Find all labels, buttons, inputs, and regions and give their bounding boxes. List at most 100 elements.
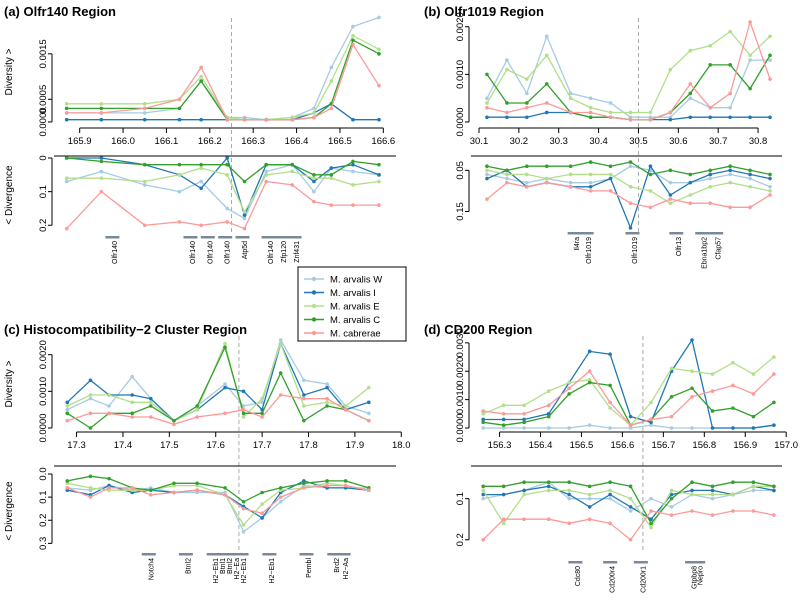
diversity-point bbox=[142, 111, 147, 115]
y-tick-label: 0.1 bbox=[38, 185, 49, 198]
diversity-point bbox=[648, 110, 653, 115]
divergence-axis-label: < Divergence bbox=[4, 165, 15, 225]
divergence-point bbox=[628, 226, 633, 230]
x-tick-label: 17.8 bbox=[299, 440, 318, 451]
diversity-point bbox=[142, 106, 147, 111]
diversity-point bbox=[88, 393, 93, 397]
divergence-point bbox=[485, 164, 489, 169]
diversity-point bbox=[312, 111, 316, 115]
diversity-point bbox=[748, 115, 752, 120]
diversity-point bbox=[731, 383, 735, 388]
diversity-point bbox=[588, 115, 593, 120]
gene-bar bbox=[262, 553, 277, 556]
divergence-point bbox=[608, 488, 612, 493]
diversity-point bbox=[65, 407, 70, 412]
y-tick-label: 0.0010 bbox=[38, 377, 49, 406]
diversity-point bbox=[768, 53, 772, 58]
divergence-point bbox=[65, 479, 70, 483]
divergence-point bbox=[223, 493, 227, 497]
diversity-point bbox=[481, 412, 485, 416]
y-tick-label: 0.2 bbox=[455, 533, 466, 546]
gene-label: Gtpbp8 bbox=[692, 566, 699, 589]
x-tick-label: 156.5 bbox=[570, 440, 594, 451]
legend-label: M. arvalis W bbox=[330, 275, 382, 286]
diversity-point bbox=[351, 38, 355, 42]
divergence-point bbox=[708, 201, 713, 206]
legend-entry: M. cabrerae bbox=[304, 329, 381, 340]
diversity-point bbox=[649, 423, 653, 427]
divergence-point bbox=[260, 502, 264, 506]
x-tick-label: 157.0 bbox=[774, 440, 798, 451]
divergence-series-m--arvalis-i bbox=[481, 484, 776, 522]
diversity-point bbox=[343, 404, 348, 408]
x-axis: 156.3 156.4 156.5 156.6 156.7 156.8 156.9 157.0 bbox=[488, 431, 798, 451]
diversity-point bbox=[64, 106, 69, 111]
diversity-point bbox=[302, 418, 306, 423]
legend-entry: M. arvalis I bbox=[304, 288, 376, 299]
diversity-point bbox=[588, 110, 593, 115]
x-tick-label: 30.3 bbox=[549, 136, 568, 147]
divergence-point bbox=[688, 172, 693, 177]
divergence-point bbox=[329, 166, 334, 170]
diversity-series-m--arvalis-w bbox=[65, 338, 371, 423]
diversity-point bbox=[525, 77, 529, 81]
x-tick-label: 18.0 bbox=[392, 440, 411, 451]
diversity-point bbox=[148, 400, 153, 405]
gene-label: Atp5d bbox=[242, 241, 249, 259]
y-tick-label: 0.0020 bbox=[455, 357, 466, 386]
x-tick-label: 156.9 bbox=[733, 440, 757, 451]
divergence-point bbox=[690, 488, 694, 493]
diversity-point bbox=[329, 65, 334, 70]
diversity-point bbox=[199, 65, 203, 70]
divergence-point bbox=[525, 180, 529, 185]
divergence-point bbox=[225, 173, 229, 177]
divergence-point bbox=[688, 201, 693, 206]
diversity-series-m--arvalis-i bbox=[481, 338, 776, 430]
divergence-point bbox=[148, 493, 153, 497]
diversity-point bbox=[343, 407, 348, 412]
x-tick-label: 156.4 bbox=[529, 440, 553, 451]
gene-bar bbox=[709, 232, 724, 235]
gene-bar bbox=[287, 236, 302, 239]
diversity-point bbox=[588, 96, 593, 100]
gene-track: Olfr140 Olfr140 Olfr140 Olfr140 Atp5d Olfr140… bbox=[105, 236, 302, 264]
diversity-point bbox=[260, 396, 264, 401]
divergence-point bbox=[525, 184, 529, 189]
diversity-point bbox=[522, 412, 526, 416]
diversity-point bbox=[377, 47, 381, 52]
gene-label: Cd200r4 bbox=[610, 566, 617, 593]
diversity-point bbox=[608, 115, 613, 120]
divergence-series-m--arvalis-c bbox=[485, 160, 772, 177]
diversity-point bbox=[377, 117, 381, 122]
divergence-point bbox=[751, 488, 756, 493]
divergence-point bbox=[130, 486, 135, 490]
divergence-point bbox=[312, 199, 316, 204]
diversity-point bbox=[195, 407, 199, 412]
diversity-point bbox=[312, 115, 316, 120]
diversity-point bbox=[751, 372, 756, 376]
divergence-point bbox=[546, 517, 551, 522]
diversity-series-m--arvalis-c bbox=[65, 345, 371, 430]
gene-label: Olfr140 bbox=[207, 241, 214, 264]
diversity-point bbox=[567, 386, 571, 391]
gene-bar bbox=[299, 553, 314, 556]
diversity-point bbox=[177, 117, 182, 122]
gene-label: Btnl2 bbox=[227, 558, 234, 574]
divergence-point bbox=[302, 481, 306, 486]
diversity-point bbox=[568, 96, 573, 100]
diversity-series-m--arvalis-e bbox=[65, 341, 371, 423]
divergence-point bbox=[668, 168, 673, 173]
divergence-point bbox=[731, 492, 735, 497]
diversity-point bbox=[505, 58, 509, 62]
gene-bar bbox=[274, 236, 289, 239]
divergence-series-m--arvalis-c bbox=[481, 480, 776, 526]
diversity-point bbox=[278, 338, 283, 342]
gene-bar bbox=[235, 236, 250, 239]
y-tick-label: 0.0030 bbox=[455, 328, 466, 357]
divergence-point bbox=[768, 176, 772, 181]
divergence-point bbox=[290, 169, 295, 174]
diversity-line bbox=[67, 341, 370, 422]
diversity-point bbox=[544, 110, 549, 115]
gene-label: H2−Eb1 bbox=[269, 558, 276, 584]
divergence-point bbox=[546, 488, 551, 493]
